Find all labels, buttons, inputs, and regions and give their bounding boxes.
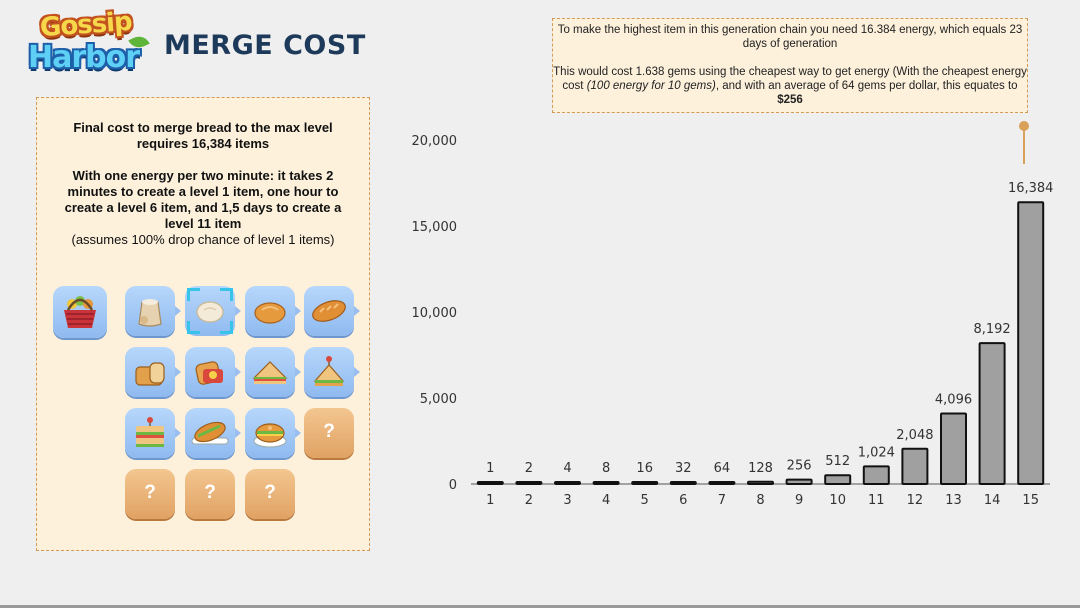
bar (631, 481, 659, 485)
merge-item-6[interactable] (185, 347, 241, 397)
club-sandwich-icon (313, 356, 345, 386)
bar (1017, 201, 1045, 486)
y-tick-label: 0 (449, 478, 457, 493)
energy-cost-callout: To make the highest item in this generat… (552, 18, 1028, 113)
bar (708, 481, 736, 485)
merge-item-3[interactable] (245, 286, 301, 336)
generator-tile[interactable] (53, 286, 107, 338)
bar-value-label: 4,096 (935, 393, 972, 408)
bar (592, 481, 620, 485)
info-line1: Final cost to merge bread to the max lev… (73, 120, 333, 151)
bar (669, 481, 697, 485)
x-tick-label: 8 (756, 493, 764, 508)
callout-pin-line (1023, 130, 1025, 164)
merge-item-11[interactable] (245, 408, 301, 458)
sandwich-icon (252, 361, 288, 384)
info-text: Final cost to merge bread to the max lev… (37, 120, 369, 248)
bun-icon (254, 302, 286, 324)
bar (978, 342, 1006, 485)
logo-line1: Gossip (39, 6, 133, 44)
unknown-item-label: ? (144, 482, 156, 503)
bar (515, 481, 543, 485)
toast-icon (195, 361, 223, 385)
bar-value-label: 16,384 (1008, 181, 1054, 196)
bar (554, 481, 581, 485)
sub-sandwich-icon (191, 421, 229, 445)
info-panel: Final cost to merge bread to the max lev… (36, 97, 370, 551)
unknown-item-tile[interactable]: ? (304, 408, 354, 458)
baguette-icon (312, 300, 346, 322)
merge-item-7[interactable] (245, 347, 301, 397)
unknown-item-label: ? (323, 421, 335, 442)
bar-value-label: 1 (486, 461, 494, 476)
bar-value-label: 256 (787, 459, 812, 474)
x-tick-label: 9 (795, 493, 803, 508)
bar-value-label: 128 (748, 461, 773, 476)
logo-line2: Harbor (28, 40, 140, 75)
x-tick-label: 6 (679, 493, 687, 508)
unknown-item-tile[interactable]: ? (125, 469, 175, 519)
merge-item-4[interactable] (304, 286, 360, 336)
x-tick-label: 1 (486, 493, 494, 508)
bar (862, 465, 890, 486)
bar-value-label: 1,024 (858, 445, 895, 460)
flour-sack-icon (138, 299, 162, 327)
bar (747, 480, 774, 486)
bar-value-label: 512 (825, 454, 850, 469)
info-line3: (assumes 100% drop chance of level 1 ite… (71, 232, 335, 247)
x-tick-label: 2 (525, 493, 533, 508)
bar (476, 481, 504, 485)
unknown-item-label: ? (264, 482, 276, 503)
page-title: MERGE COST (164, 30, 366, 61)
x-tick-label: 7 (718, 493, 726, 508)
stacked-sandwich-icon (136, 417, 164, 447)
y-tick-label: 5,000 (420, 392, 457, 407)
x-tick-label: 12 (907, 493, 924, 508)
y-tick-label: 20,000 (412, 134, 458, 149)
bottom-strip (0, 605, 1080, 608)
bar-value-label: 8 (602, 461, 610, 476)
bar-value-label: 64 (714, 461, 731, 476)
x-tick-label: 15 (1022, 493, 1039, 508)
dough-ball-icon (196, 301, 224, 323)
x-tick-label: 11 (868, 493, 885, 508)
bar (824, 474, 852, 486)
bar-value-label: 4 (563, 461, 571, 476)
basket-icon (64, 296, 96, 328)
bar-value-label: 32 (675, 461, 692, 476)
callout-pin-dot (1019, 121, 1029, 131)
bar (940, 412, 967, 485)
merge-item-9[interactable] (125, 408, 181, 458)
unknown-item-tile[interactable]: ? (245, 469, 295, 519)
bar-value-label: 16 (636, 461, 653, 476)
x-tick-label: 10 (829, 493, 846, 508)
x-tick-label: 4 (602, 493, 610, 508)
info-line2: With one energy per two minute: it takes… (64, 168, 342, 231)
y-tick-label: 10,000 (412, 306, 458, 321)
bagel-sandwich-icon (253, 423, 287, 448)
bread-loaf-icon (135, 362, 165, 386)
bar-value-label: 2 (525, 461, 533, 476)
x-tick-label: 13 (945, 493, 962, 508)
x-tick-label: 14 (984, 493, 1001, 508)
bar-value-label: 8,192 (973, 322, 1010, 337)
unknown-item-label: ? (204, 482, 216, 503)
merge-item-5[interactable] (125, 347, 181, 397)
bar-value-label: 2,048 (896, 428, 933, 443)
x-tick-label: 5 (641, 493, 649, 508)
x-tick-label: 3 (563, 493, 571, 508)
merge-item-10[interactable] (185, 408, 241, 458)
gossip-harbor-logo: Gossip Harbor (24, 6, 150, 80)
callout-para2: This would cost 1.638 gems using the che… (553, 66, 1027, 106)
unknown-item-tile[interactable]: ? (185, 469, 235, 519)
merge-item-2[interactable] (185, 286, 241, 336)
bar (901, 447, 929, 486)
merge-item-1[interactable] (125, 286, 181, 336)
y-tick-label: 15,000 (412, 220, 458, 235)
callout-para1: To make the highest item in this generat… (557, 24, 1023, 50)
bar (785, 478, 813, 486)
merge-item-8[interactable] (304, 347, 360, 397)
